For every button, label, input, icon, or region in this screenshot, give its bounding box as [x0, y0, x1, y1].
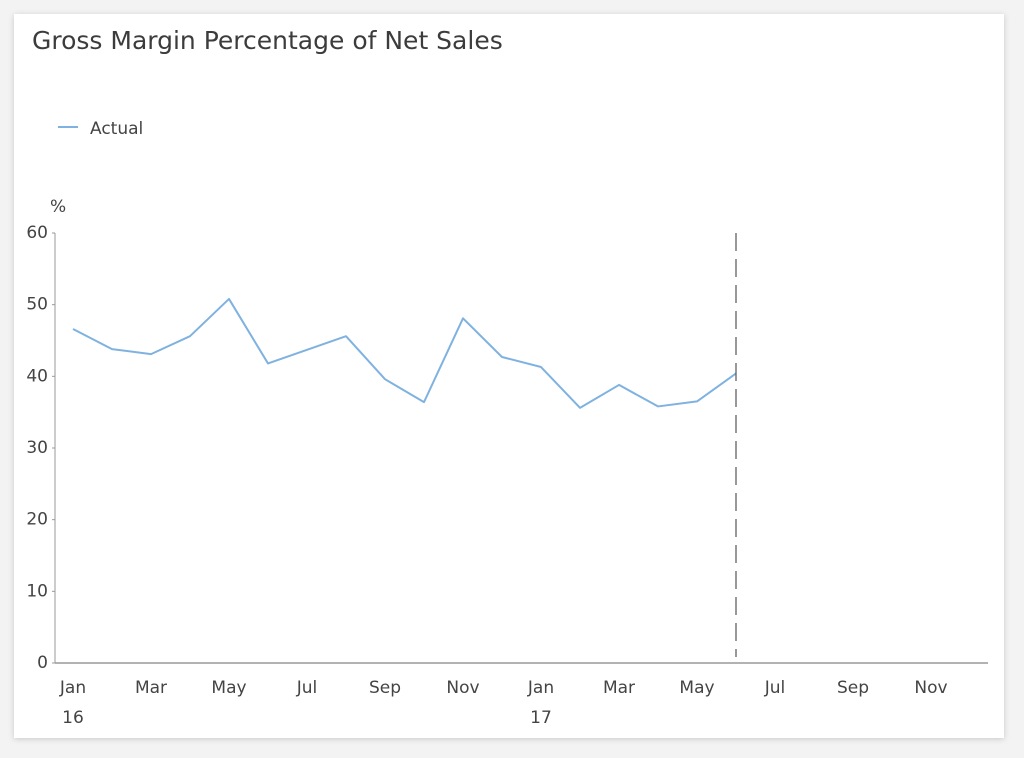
x-year-label: 17 — [530, 708, 552, 728]
x-tick-label: Mar — [135, 678, 167, 698]
y-tick-label: 60 — [26, 223, 48, 243]
x-tick-label: May — [679, 678, 714, 698]
x-tick-label: Mar — [603, 678, 635, 698]
y-tick-label: 0 — [37, 653, 48, 673]
x-tick-label: Jul — [296, 678, 318, 698]
x-tick-label: Jul — [764, 678, 786, 698]
y-tick-label: 50 — [26, 295, 48, 315]
x-tick-label: Jan — [527, 678, 554, 698]
legend-label: Actual — [90, 119, 143, 139]
y-tick-label: 10 — [26, 581, 48, 601]
y-tick-label: 20 — [26, 510, 48, 530]
y-tick-label: 30 — [26, 438, 48, 458]
x-year-label: 16 — [62, 708, 84, 728]
y-axis-label: % — [50, 197, 66, 217]
x-tick-label: Nov — [446, 678, 479, 698]
chart-title: Gross Margin Percentage of Net Sales — [32, 26, 503, 55]
series-line — [72, 297, 737, 409]
x-tick-label: Sep — [369, 678, 401, 698]
x-tick-label: May — [211, 678, 246, 698]
y-tick-label: 40 — [26, 366, 48, 386]
x-tick-label: Nov — [914, 678, 947, 698]
x-tick-label: Sep — [837, 678, 869, 698]
x-tick-label: Jan — [59, 678, 86, 698]
card — [14, 14, 1004, 738]
